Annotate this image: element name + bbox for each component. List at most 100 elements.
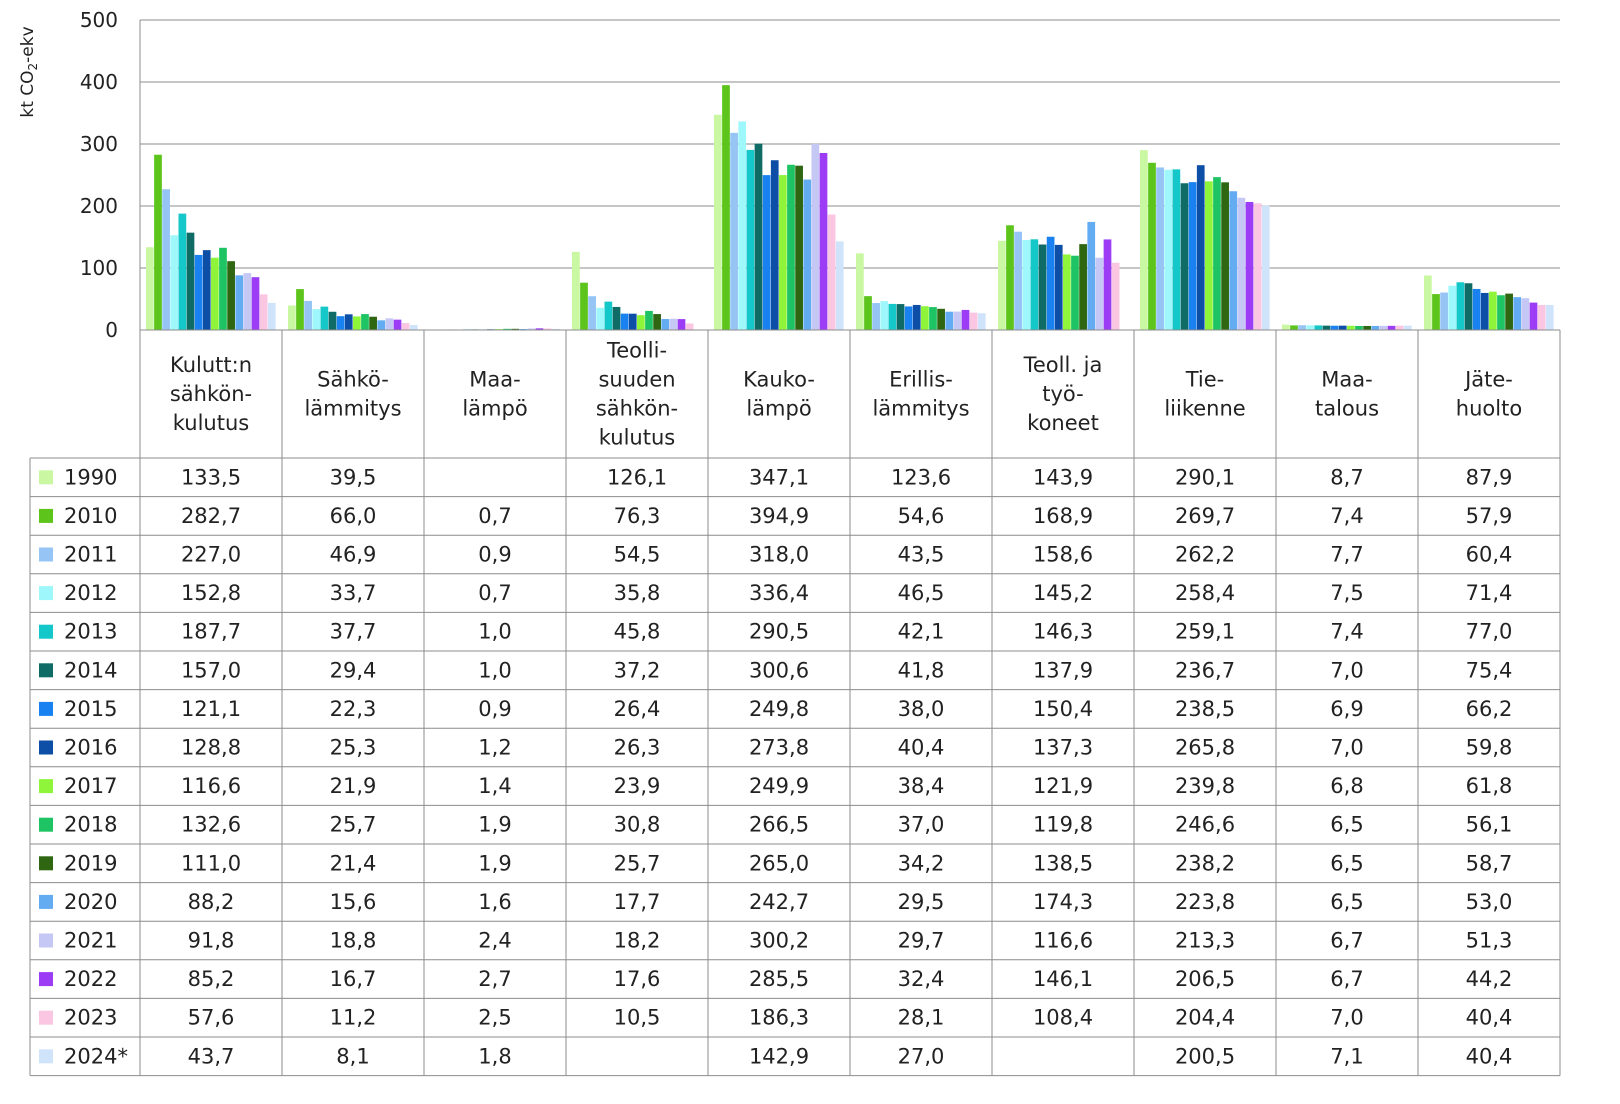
bar (543, 328, 552, 330)
table-cell-value: 1,9 (478, 813, 511, 837)
table-cell-value: 238,5 (1175, 697, 1235, 721)
bar (588, 296, 596, 330)
bar (369, 316, 377, 330)
table-cell-value: 7,7 (1330, 543, 1363, 567)
bar (864, 296, 872, 330)
y-tick-label: 300 (80, 132, 118, 156)
bar (1537, 304, 1546, 330)
bar (1472, 288, 1481, 330)
table-cell-value: 394,9 (749, 504, 809, 528)
bar (219, 247, 227, 330)
category-label: huolto (1456, 397, 1522, 421)
category-label: lämmitys (304, 397, 401, 421)
legend-swatch (39, 933, 53, 948)
bar (235, 275, 244, 330)
legend-swatch (39, 1010, 53, 1025)
legend-swatch (39, 740, 53, 755)
bar (730, 132, 738, 330)
table-cell-value: 7,1 (1330, 1044, 1363, 1068)
bar (1330, 325, 1339, 330)
bar (1379, 325, 1388, 330)
bar (1164, 169, 1173, 330)
bar (320, 306, 329, 330)
table-cell-value: 6,7 (1330, 967, 1363, 991)
table-cell-value: 37,2 (614, 658, 661, 682)
table-cell-value: 273,8 (749, 736, 809, 760)
table-cell-value: 18,2 (614, 929, 661, 953)
table-cell-value: 1,9 (478, 851, 511, 875)
bar (795, 165, 803, 330)
table-cell-value: 40,4 (898, 736, 945, 760)
bar (1038, 244, 1047, 330)
bar (953, 311, 962, 330)
table-cell-value: 269,7 (1175, 504, 1235, 528)
bar (722, 85, 730, 330)
table-cell-value: 158,6 (1033, 543, 1093, 567)
table-cell-value: 146,1 (1033, 967, 1093, 991)
bar (770, 160, 779, 330)
category-label: Kauko- (743, 368, 815, 392)
gridlines (139, 19, 1560, 331)
bar (1213, 177, 1221, 330)
table-cell-value: 116,6 (181, 774, 241, 798)
table-cell-value: 43,5 (898, 543, 945, 567)
table-cell-value: 15,6 (330, 890, 377, 914)
legend-swatch (39, 624, 53, 639)
legend-year-label: 2018 (64, 813, 117, 837)
table-cell-value: 137,9 (1033, 658, 1093, 682)
table-cell-value: 40,4 (1466, 1006, 1513, 1030)
table-cell-value: 46,5 (898, 581, 945, 605)
legend-year-label: 2024* (64, 1044, 128, 1068)
table-cell-value: 168,9 (1033, 504, 1093, 528)
table-cell-value: 11,2 (330, 1006, 377, 1030)
table-cell-value: 91,8 (188, 929, 235, 953)
bar (361, 314, 369, 330)
table-cell-value: 111,0 (181, 851, 241, 875)
table-cell-value: 7,4 (1330, 504, 1363, 528)
bar (685, 323, 694, 330)
table-cell-value: 265,8 (1175, 736, 1235, 760)
bar (1245, 201, 1254, 330)
table-cell-value: 8,7 (1330, 465, 1363, 489)
category-label: Tie- (1185, 368, 1225, 392)
bar (1022, 239, 1031, 330)
bar (1306, 325, 1315, 330)
legend-year-label: 2010 (64, 504, 117, 528)
bar (880, 301, 889, 330)
bar (1513, 297, 1522, 330)
bar (827, 214, 836, 330)
bar (194, 254, 203, 330)
table-cell-value: 71,4 (1466, 581, 1513, 605)
table-cell-value: 1,0 (478, 658, 511, 682)
table-cell-value: 23,9 (614, 774, 661, 798)
bar (1464, 283, 1473, 330)
bar (296, 289, 304, 330)
bar (243, 273, 252, 330)
bar (945, 311, 954, 330)
category-label: talous (1315, 397, 1379, 421)
table-cell-value: 41,8 (898, 658, 945, 682)
table-cell-value: 242,7 (749, 890, 809, 914)
bar (912, 304, 921, 330)
category-label: koneet (1027, 411, 1099, 435)
category-label: Erillis- (889, 368, 953, 392)
table-cell-value: 174,3 (1033, 890, 1093, 914)
table-cell-value: 290,1 (1175, 465, 1235, 489)
y-tick-label: 200 (80, 194, 118, 218)
bar (353, 316, 361, 330)
table-cell-value: 146,3 (1033, 620, 1093, 644)
legend-year-label: 2021 (64, 929, 117, 953)
table-cell-value: 108,4 (1033, 1006, 1093, 1030)
table-cell-value: 336,4 (749, 581, 809, 605)
bar (1298, 325, 1306, 330)
bar (1371, 325, 1380, 330)
bars (146, 85, 1554, 331)
bar (977, 313, 986, 330)
table-cell-value: 6,5 (1330, 890, 1363, 914)
table-cell-value: 0,7 (478, 504, 511, 528)
bar (1521, 298, 1530, 330)
bar (1347, 325, 1355, 330)
table-cell-value: 54,5 (614, 543, 661, 567)
bar (1456, 282, 1465, 330)
legend-swatch (39, 856, 53, 871)
